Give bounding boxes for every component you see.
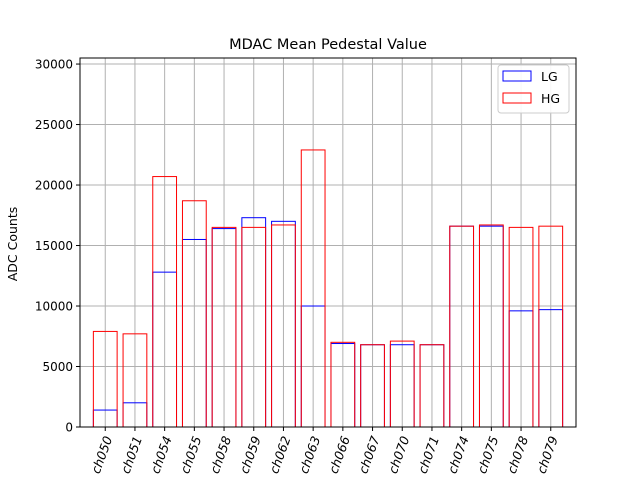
x-tick-label: ch059 — [237, 434, 264, 475]
y-tick-label: 15000 — [35, 239, 73, 253]
legend-label-hg: HG — [541, 91, 560, 106]
y-tick-label: 20000 — [35, 179, 73, 193]
x-tick-label: ch074 — [444, 434, 471, 475]
y-axis-label: ADC Counts — [5, 207, 20, 282]
ticks-layer: 0 5000 10000 15000 20000 25000 30000 ch050 ch051… — [35, 58, 561, 476]
x-tick-label: ch067 — [355, 434, 382, 475]
x-tick-label: ch054 — [147, 434, 174, 475]
x-tick-label: ch078 — [504, 434, 531, 475]
y-tick-label: 0 — [65, 421, 73, 435]
x-tick-label: ch051 — [118, 434, 145, 475]
x-tick-label: ch066 — [326, 434, 353, 475]
x-tick-label: ch075 — [474, 434, 501, 475]
legend-label-lg: LG — [541, 69, 558, 84]
legend-swatch-lg — [502, 70, 532, 82]
bars-layer — [92, 149, 564, 428]
axes-layer — [79, 57, 577, 428]
chart-title: MDAC Mean Pedestal Value — [229, 37, 427, 53]
y-tick-label: 30000 — [35, 58, 73, 72]
legend-swatch-hg — [502, 92, 532, 104]
x-tick-label: ch055 — [177, 434, 204, 475]
x-tick-label: ch070 — [385, 434, 412, 475]
legend: LG HG — [497, 64, 570, 114]
grid-layer — [80, 58, 576, 428]
x-tick-label: ch071 — [415, 434, 442, 475]
y-tick-label: 5000 — [42, 360, 73, 374]
x-tick-label: ch063 — [296, 434, 323, 475]
y-tick-label: 25000 — [35, 118, 73, 132]
plot-frame — [79, 57, 577, 428]
x-tick-label: ch058 — [207, 434, 234, 475]
legend-box — [497, 64, 570, 114]
x-tick-label: ch079 — [534, 434, 561, 475]
y-tick-label: 10000 — [35, 300, 73, 314]
x-tick-label: ch062 — [266, 434, 293, 475]
x-tick-label: ch050 — [88, 434, 115, 475]
